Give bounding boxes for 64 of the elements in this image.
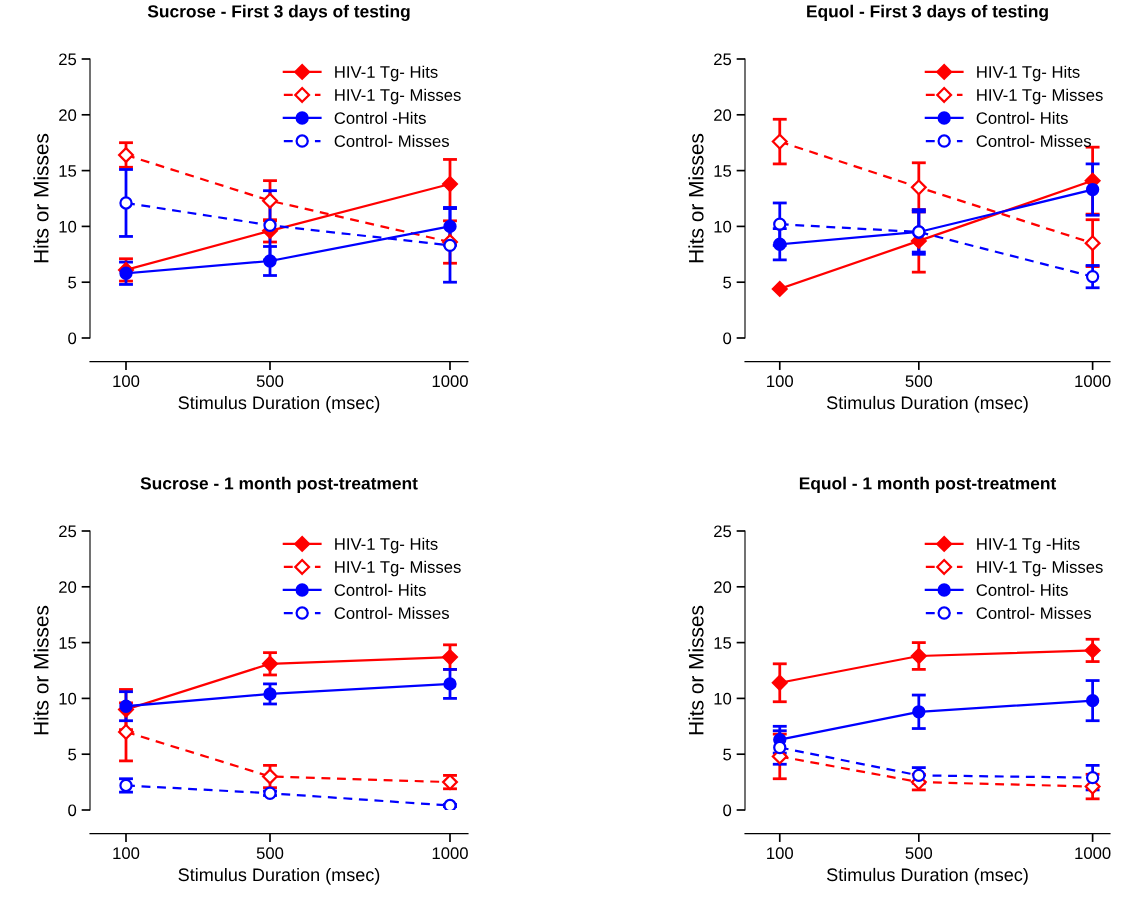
x-tick-label: 1000 xyxy=(432,375,468,388)
x-tick-label: 100 xyxy=(113,375,140,388)
x-tick-label: 1000 xyxy=(432,847,468,860)
chart-title: Sucrose - First 3 days of testing xyxy=(147,4,410,22)
legend-label: HIV-1 Tg- Misses xyxy=(335,560,461,577)
y-tick-label: 20 xyxy=(59,109,77,121)
y-tick-label: 25 xyxy=(59,53,77,66)
y-tick-label: 5 xyxy=(723,748,732,761)
x-tick-label: 500 xyxy=(256,375,284,388)
legend-label: Control- Misses xyxy=(976,134,1091,148)
chart-title: Equol - 1 month post-treatment xyxy=(799,476,1057,493)
legend-label: HIV-1 Tg- Hits xyxy=(335,537,438,554)
x-tick-label: 500 xyxy=(905,847,933,860)
y-axis-title: Hits or Misses xyxy=(33,133,49,263)
y-tick-label: 20 xyxy=(714,581,732,593)
y-tick-label: 15 xyxy=(714,637,732,649)
legend-label: HIV-1 Tg- Hits xyxy=(335,65,438,82)
y-tick-label: 25 xyxy=(59,525,77,538)
x-tick-label: 500 xyxy=(256,847,284,860)
legend-label: Control- Hits xyxy=(976,583,1068,596)
x-tick-label: 100 xyxy=(767,847,794,860)
legend-label: Control- Hits xyxy=(976,111,1068,124)
y-tick-label: 5 xyxy=(723,276,732,289)
x-tick-label: 100 xyxy=(767,375,794,388)
y-axis-title: Hits or Misses xyxy=(688,133,704,263)
chart-title: Equol - First 3 days of testing xyxy=(807,4,1048,22)
y-tick-label: 10 xyxy=(59,220,77,233)
y-tick-label: 0 xyxy=(723,332,732,345)
x-axis-title: Stimulus Duration (msec) xyxy=(178,867,380,885)
legend-label: Control -Hits xyxy=(334,111,426,124)
y-tick-label: 25 xyxy=(714,53,732,66)
chart-title: Sucrose - 1 month post-treatment xyxy=(140,476,418,493)
legend-label: HIV-1 Tg- Misses xyxy=(977,88,1103,105)
y-tick-label: 5 xyxy=(68,748,77,761)
y-tick-label: 5 xyxy=(68,276,77,289)
legend-label: Control- Misses xyxy=(334,134,449,148)
legend-label: Control- Misses xyxy=(976,606,1091,620)
legend-label: HIV-1 Tg -Hits xyxy=(977,537,1080,554)
x-tick-label: 1000 xyxy=(1075,847,1111,860)
y-tick-label: 0 xyxy=(68,332,77,345)
y-tick-label: 10 xyxy=(714,220,732,233)
legend-label: Control- Hits xyxy=(334,583,426,596)
x-axis-title: Stimulus Duration (msec) xyxy=(178,395,380,413)
legend-label: Control- Misses xyxy=(334,606,449,620)
y-tick-label: 0 xyxy=(723,804,732,817)
legend-label: HIV-1 Tg- Misses xyxy=(977,560,1103,577)
legend-label: HIV-1 Tg- Misses xyxy=(335,88,461,105)
x-tick-label: 100 xyxy=(113,847,140,860)
y-tick-label: 20 xyxy=(59,581,77,593)
x-tick-label: 500 xyxy=(905,375,933,388)
y-tick-label: 25 xyxy=(714,525,732,538)
y-tick-label: 10 xyxy=(714,692,732,705)
y-tick-label: 15 xyxy=(59,165,77,177)
y-tick-label: 10 xyxy=(59,692,77,705)
y-tick-label: 20 xyxy=(714,109,732,121)
x-tick-label: 1000 xyxy=(1075,375,1111,388)
y-axis-title: Hits or Misses xyxy=(33,605,49,735)
legend-label: HIV-1 Tg- Hits xyxy=(977,65,1080,82)
y-tick-label: 15 xyxy=(714,165,732,177)
y-axis-title: Hits or Misses xyxy=(688,605,704,735)
y-tick-label: 15 xyxy=(59,637,77,649)
x-axis-title: Stimulus Duration (msec) xyxy=(826,867,1028,885)
x-axis-title: Stimulus Duration (msec) xyxy=(826,395,1028,413)
y-tick-label: 0 xyxy=(68,804,77,817)
